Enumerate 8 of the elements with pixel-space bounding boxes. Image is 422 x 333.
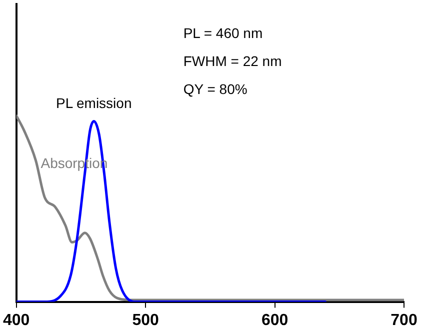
x-tick-label: 400 [2,312,30,329]
text: PL = 460 nm [183,24,263,41]
x-tick-label: 700 [390,312,418,329]
series-label: PL emission [56,95,132,112]
text: FWHM = 22 nm [183,52,282,69]
text: QY = 80% [183,80,248,97]
x-tick-label: 600 [261,312,288,329]
x-tick-label: 500 [132,312,160,329]
